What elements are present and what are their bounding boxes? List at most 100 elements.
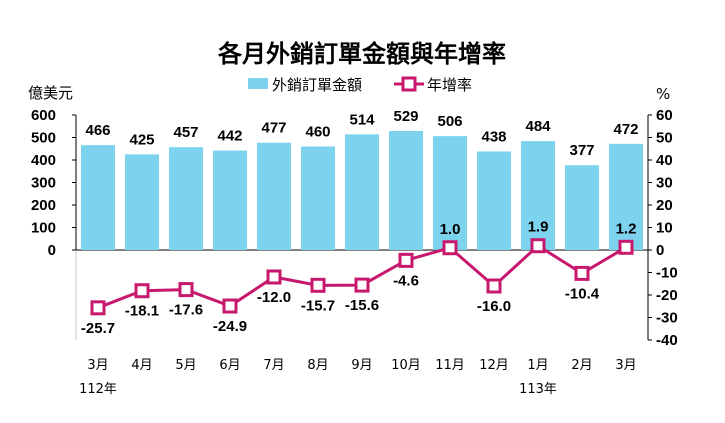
- bar-value-label: 457: [173, 124, 198, 141]
- x-tick-label: 7月: [263, 358, 284, 373]
- bar: [81, 145, 115, 250]
- left-tick-label: 500: [31, 130, 56, 147]
- bar: [477, 151, 511, 250]
- bar: [257, 142, 291, 250]
- right-tick-label: 0: [656, 242, 664, 259]
- left-tick-label: 600: [31, 107, 56, 124]
- x-tick-label: 12月: [479, 358, 509, 373]
- line-marker: [574, 265, 590, 281]
- left-axis-unit: 億美元: [28, 84, 73, 102]
- legend-label-bar: 外銷訂單金額: [272, 76, 362, 94]
- year-labels: 112年 113年: [79, 382, 557, 397]
- x-tick-label: 5月: [175, 358, 196, 373]
- line-series: [90, 238, 634, 316]
- left-tick-label: 400: [31, 152, 56, 169]
- bar-value-label: 506: [437, 113, 462, 130]
- line-marker: [398, 252, 414, 268]
- bar: [521, 141, 555, 250]
- line-marker: [310, 277, 326, 293]
- year-label: 113年: [519, 382, 557, 397]
- line-value-label: -25.7: [81, 320, 115, 337]
- line-marker: [486, 278, 502, 294]
- legend-swatch-bar: [248, 78, 268, 89]
- bar-value-label: 438: [481, 128, 506, 145]
- x-tick-label: 9月: [351, 358, 372, 373]
- x-tick-label: 6月: [219, 358, 240, 373]
- line-marker: [618, 239, 634, 255]
- bar: [389, 130, 423, 250]
- line-value-label: -15.6: [345, 297, 379, 314]
- x-tick-label: 11月: [435, 358, 465, 373]
- right-tick-label: -30: [656, 310, 678, 327]
- bar-value-label: 477: [261, 120, 286, 137]
- legend: 外銷訂單金額 年增率: [248, 76, 472, 94]
- legend-swatch-marker: [401, 76, 417, 92]
- x-tick-label: 2月: [571, 358, 592, 373]
- bar: [609, 143, 643, 250]
- left-tick-label: 100: [31, 220, 56, 237]
- line-value-label: -24.9: [213, 318, 247, 335]
- bar: [213, 150, 247, 250]
- bar-value-label: 514: [349, 111, 375, 128]
- line-value-label: 1.0: [440, 221, 461, 238]
- x-tick-label: 3月: [87, 358, 108, 373]
- right-tick-label: -20: [656, 287, 678, 304]
- line-value-label: -15.7: [301, 297, 335, 314]
- bar-labels: 466 425 457 442 477 460 514 529 506 438 484 377 472: [85, 108, 638, 159]
- line-marker: [530, 238, 546, 254]
- left-tick-label: 300: [31, 175, 56, 192]
- left-tick-label: 200: [31, 197, 56, 214]
- right-tick-label: 50: [656, 130, 673, 147]
- x-ticks: 3月 4月 5月 6月 7月 8月 9月 10月 11月 12月 1月 2月 3月: [87, 358, 636, 373]
- right-tick-label: 40: [656, 152, 673, 169]
- bar-value-label: 442: [217, 128, 242, 145]
- line-marker: [134, 283, 150, 299]
- bar: [169, 147, 203, 250]
- bar: [345, 134, 379, 250]
- line-value-label: -16.0: [477, 298, 511, 315]
- x-tick-label: 1月: [527, 358, 548, 373]
- line-value-label: -12.0: [257, 289, 291, 306]
- line-value-label: -10.4: [565, 285, 600, 302]
- bar: [301, 146, 335, 250]
- bar-value-label: 472: [613, 121, 638, 138]
- bar: [125, 154, 159, 250]
- line-value-label: -17.6: [169, 302, 203, 319]
- x-tick-label: 3月: [615, 358, 636, 373]
- right-tick-label: 10: [656, 220, 673, 237]
- left-tick-label: 0: [48, 242, 56, 259]
- chart-title: 各月外銷訂單金額與年增率: [217, 40, 506, 68]
- line-marker: [266, 269, 282, 285]
- right-tick-label: -10: [656, 265, 678, 282]
- legend-label-line: 年增率: [427, 76, 472, 94]
- bar-value-label: 377: [569, 142, 594, 159]
- bar: [565, 165, 599, 250]
- line-value-label: -4.6: [393, 272, 419, 289]
- bar-value-label: 425: [129, 131, 154, 148]
- right-axis-unit: %: [656, 85, 670, 103]
- line-value-label: 1.9: [528, 219, 549, 236]
- right-tick-label: 20: [656, 197, 673, 214]
- year-label: 112年: [79, 382, 117, 397]
- bars: [81, 130, 643, 250]
- right-tick-label: -40: [656, 332, 678, 349]
- line-marker: [222, 298, 238, 314]
- line-value-label: -18.1: [125, 303, 159, 320]
- x-tick-label: 4月: [131, 358, 152, 373]
- line-marker: [354, 277, 370, 293]
- line-marker: [178, 282, 194, 298]
- bar-value-label: 466: [85, 122, 110, 139]
- line-marker: [442, 240, 458, 256]
- bar: [433, 136, 467, 250]
- bar-value-label: 529: [393, 108, 418, 125]
- line-labels: -25.7 -18.1 -17.6 -24.9 -12.0 -15.7 -15.6 -4.6 1…: [81, 219, 637, 337]
- x-tick-label: 10月: [391, 358, 421, 373]
- right-tick-label: 60: [656, 107, 673, 124]
- line-value-label: 1.2: [616, 220, 637, 237]
- right-tick-label: 30: [656, 175, 673, 192]
- bar-value-label: 484: [525, 118, 551, 135]
- bar-value-label: 460: [305, 124, 330, 141]
- x-tick-label: 8月: [307, 358, 328, 373]
